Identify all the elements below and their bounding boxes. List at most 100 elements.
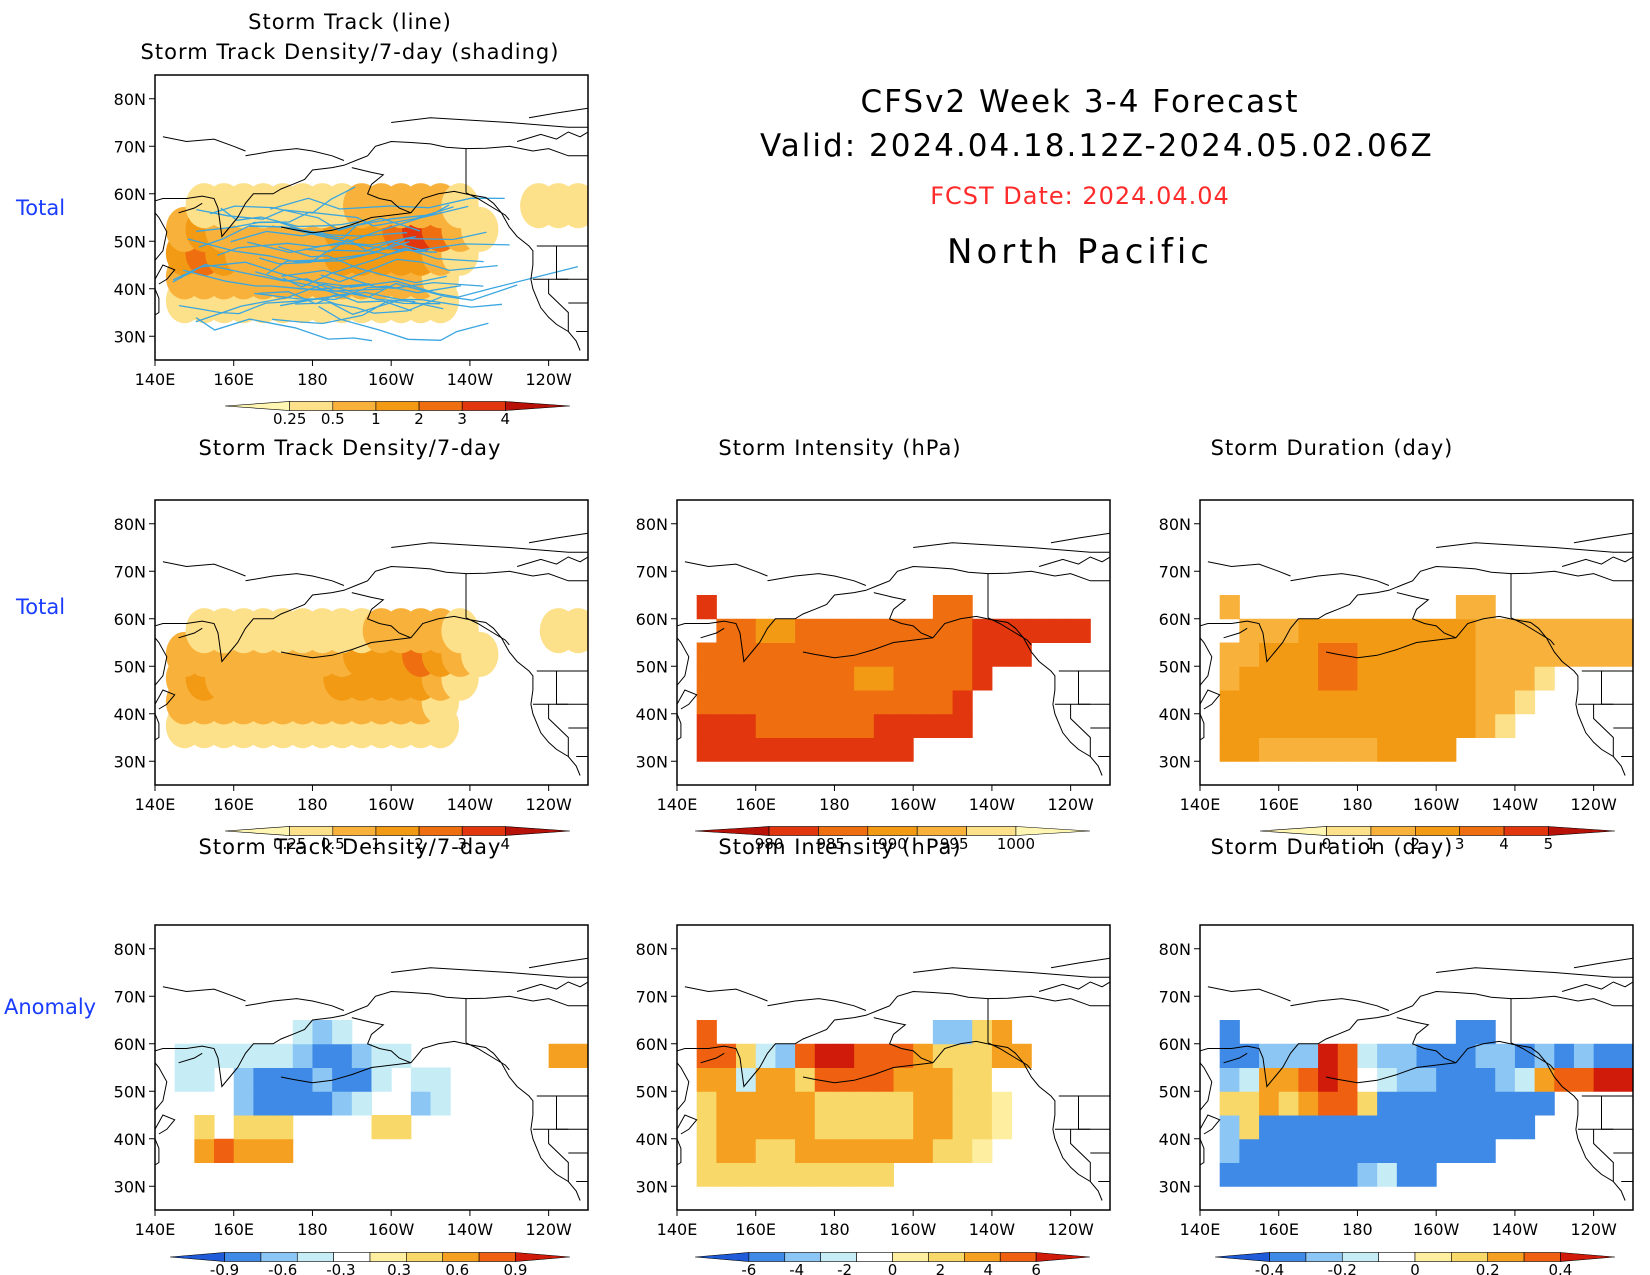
data-cell <box>834 642 855 667</box>
colorbar-label: 990 <box>878 835 907 853</box>
data-cell <box>1573 1067 1595 1092</box>
data-cell <box>893 1115 914 1140</box>
data-cell <box>736 1067 757 1092</box>
data-cell <box>214 1043 235 1068</box>
data-cell <box>1298 618 1319 643</box>
coastlines <box>677 532 1110 776</box>
data-cell <box>952 618 973 643</box>
data-cell <box>371 1067 392 1092</box>
storm-track <box>259 241 431 265</box>
data-cell <box>1239 1162 1260 1187</box>
data-cell <box>972 642 993 667</box>
data-cell <box>1475 1043 1496 1068</box>
colorbar-label: 0.25 <box>273 410 306 428</box>
storm-track <box>230 204 450 243</box>
lon-tick-label: 160E <box>213 1220 254 1239</box>
coastline <box>516 556 588 567</box>
data-cell <box>834 1091 855 1116</box>
data-cell <box>1259 666 1280 691</box>
lat-tick-label: 80N <box>1159 940 1191 959</box>
coastline <box>1050 532 1110 544</box>
coastline <box>528 532 588 544</box>
colorbar-label: 3 <box>457 835 467 853</box>
data-cell <box>795 713 816 738</box>
data-cell <box>1436 713 1457 738</box>
data-cell <box>1436 1138 1457 1163</box>
colorbar-segment <box>418 826 463 836</box>
coastline <box>913 967 1110 978</box>
data-cell <box>1475 1091 1496 1116</box>
data-cell <box>873 642 894 667</box>
data-cell <box>1514 642 1536 667</box>
lon-tick-label: 140W <box>969 1220 1016 1239</box>
data-cell <box>1298 713 1319 738</box>
data-cell <box>1436 666 1457 691</box>
data-cell <box>1593 642 1614 667</box>
coastline <box>155 990 588 1111</box>
data-cells <box>696 595 1091 762</box>
coastline <box>1593 704 1614 757</box>
colorbar: -0.4 -0.2 0 0.2 0.4 <box>1214 1252 1616 1275</box>
forecast-date: FCST Date: 2024.04.04 <box>930 182 1230 210</box>
lon-tick-label: 120W <box>525 1220 572 1239</box>
coastline <box>1200 565 1633 686</box>
coastline <box>548 279 569 332</box>
data-cell <box>814 642 835 667</box>
coastline <box>932 1040 1103 1201</box>
storm-track <box>210 205 421 232</box>
coastline <box>677 990 1110 1111</box>
data-cell <box>913 618 934 643</box>
data-cell <box>1278 666 1299 691</box>
colorbar-label: 4 <box>501 410 511 428</box>
data-cell <box>1475 1020 1496 1045</box>
storm-track <box>320 258 498 283</box>
data-cell <box>1377 666 1398 691</box>
lat-tick-label: 80N <box>1159 515 1191 534</box>
data-cell <box>932 1091 954 1116</box>
data-cell <box>1554 1043 1575 1068</box>
data-cell <box>1475 595 1496 620</box>
data-cell <box>1050 618 1072 643</box>
colorbar-segment <box>1259 826 1327 836</box>
colorbar-label: 2 <box>1411 835 1421 853</box>
coastline <box>391 967 588 978</box>
data-cells <box>1219 595 1633 762</box>
data-cell <box>1239 690 1260 715</box>
lon-tick-label: 140E <box>1180 795 1221 814</box>
data-cell <box>913 713 934 738</box>
data-cell <box>854 1067 875 1092</box>
data-cell <box>814 737 835 762</box>
data-cell <box>1534 642 1555 667</box>
data-cell <box>1337 690 1358 715</box>
storm-track <box>254 285 462 301</box>
data-cell <box>991 618 1013 643</box>
data-cell <box>1495 618 1516 643</box>
data-cell <box>312 1043 333 1068</box>
data-cell <box>795 690 816 715</box>
coastline <box>516 981 588 992</box>
data-cell <box>1070 618 1091 643</box>
lon-tick-label: 160W <box>890 1220 937 1239</box>
colorbar-label: 0.3 <box>387 1261 411 1275</box>
coastline <box>465 192 510 221</box>
data-cell <box>932 1115 954 1140</box>
data-cell <box>1495 1067 1516 1092</box>
coastline <box>1290 573 1390 586</box>
data-cell <box>1337 1091 1358 1116</box>
data-cell <box>1259 1091 1280 1116</box>
data-cell <box>1357 1043 1378 1068</box>
data-cell <box>1337 1162 1358 1187</box>
data-cell <box>1554 618 1575 643</box>
data-cell <box>795 1115 816 1140</box>
lon-tick-label: 140E <box>1180 1220 1221 1239</box>
data-cell <box>736 642 757 667</box>
lat-tick-label: 80N <box>114 90 146 109</box>
data-cell <box>1259 618 1280 643</box>
coastline <box>1038 981 1110 992</box>
data-cell <box>795 618 816 643</box>
data-cell <box>854 618 875 643</box>
data-cell <box>1396 666 1417 691</box>
data-cell <box>854 1162 875 1187</box>
data-cell <box>814 1162 835 1187</box>
data-cell <box>1455 1091 1477 1116</box>
